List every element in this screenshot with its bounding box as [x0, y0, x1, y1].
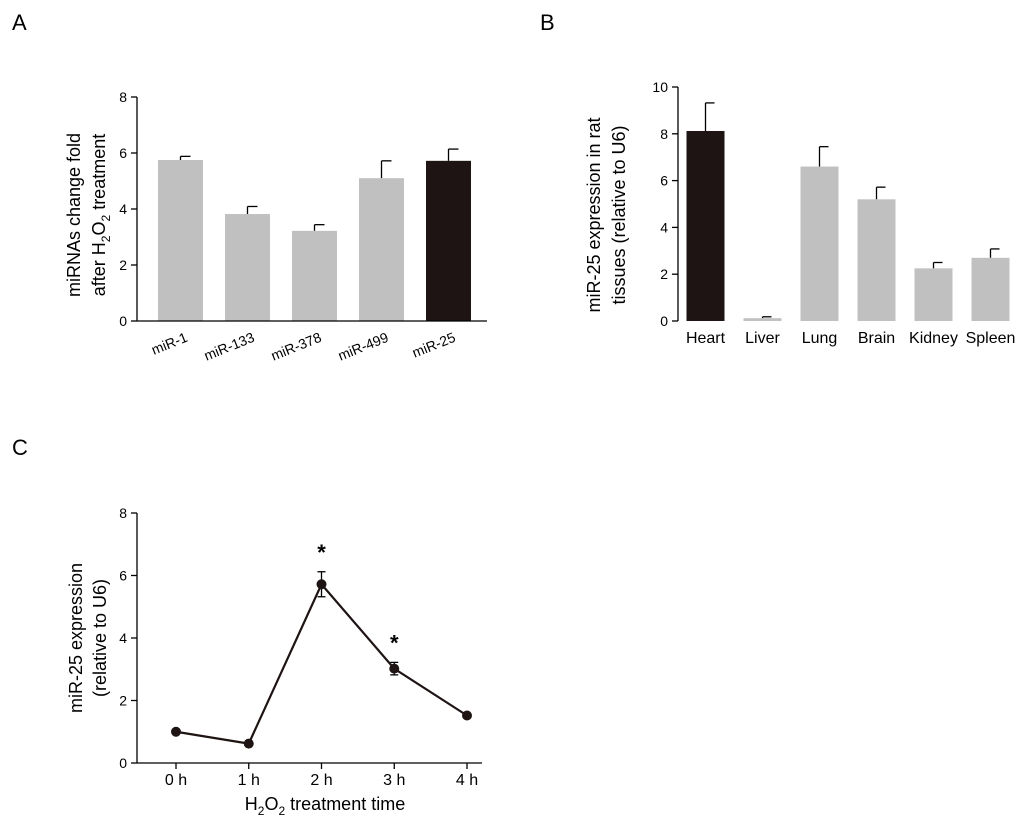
bar-brain: [857, 199, 896, 321]
x-tick-label: miR-378: [269, 329, 324, 364]
data-point: [462, 710, 472, 721]
bar-mir-1: [158, 160, 203, 321]
x-tick-label: 0 h: [165, 772, 187, 789]
y-tick-label: 8: [119, 89, 127, 105]
y-tick-label: 4: [660, 219, 668, 235]
x-tick-label: miR-133: [202, 329, 257, 364]
bar-liver: [743, 318, 782, 321]
data-point: [171, 726, 181, 737]
x-tick-label: miR-25: [410, 329, 458, 361]
y-tick-label: 2: [119, 693, 127, 709]
panel-b-label: B: [540, 10, 555, 35]
bar-spleen: [971, 257, 1010, 321]
y-tick-label: 6: [119, 145, 127, 161]
x-tick-label: Lung: [802, 330, 838, 347]
x-tick-label: 1 h: [238, 772, 260, 789]
significance-marker: *: [317, 540, 326, 565]
y-tick-label: 6: [660, 173, 668, 189]
panel-a-label: A: [12, 10, 27, 35]
panel-b-bar-chart: B miR-25 expression in rat tissues (rela…: [540, 10, 1015, 347]
y-tick-label: 0: [119, 755, 127, 771]
x-tick-label: Liver: [745, 330, 780, 347]
y-tick-label: 2: [660, 266, 668, 282]
bar-kidney: [914, 268, 953, 321]
series-line: [175, 582, 468, 745]
panel-c-ylabel-line1: miR-25 expression: [66, 563, 86, 713]
bar-lung: [800, 166, 839, 321]
x-tick-label: miR-1: [149, 329, 190, 358]
panel-c-xlabel: H2O2 treatment time: [245, 794, 405, 818]
y-tick-label: 8: [660, 126, 668, 142]
y-tick-label: 6: [119, 568, 127, 584]
panel-c-line-chart: C miR-25 expression (relative to U6) H2O…: [12, 435, 482, 818]
data-point: [316, 579, 327, 590]
significance-marker: *: [390, 630, 399, 655]
panel-c-ylabel-line2: (relative to U6): [90, 579, 110, 697]
y-tick-label: 8: [119, 505, 127, 521]
x-tick-label: Heart: [686, 330, 726, 347]
x-tick-label: 2 h: [310, 772, 332, 789]
panel-b-ylabel-line2: tissues (relative to U6): [609, 125, 629, 304]
panel-a-ylabel-line1: miRNAs change fold: [64, 133, 84, 297]
y-tick-label: 4: [119, 630, 127, 646]
bar-mir-499: [359, 178, 404, 321]
y-tick-label: 0: [660, 313, 668, 329]
panel-a-bar-chart: A miRNAs change fold after H2O2 treatmen…: [12, 10, 487, 364]
bar-mir-133: [225, 214, 270, 321]
data-point: [243, 738, 254, 749]
x-tick-label: Kidney: [909, 330, 958, 347]
y-tick-label: 0: [119, 313, 127, 329]
x-tick-label: 4 h: [456, 772, 478, 789]
x-tick-label: Spleen: [966, 330, 1016, 347]
y-tick-label: 2: [119, 257, 127, 273]
bar-mir-25: [426, 160, 471, 321]
x-tick-label: Brain: [858, 330, 895, 347]
x-tick-label: miR-499: [336, 329, 391, 364]
y-tick-label: 4: [119, 201, 127, 217]
data-point: [389, 663, 400, 674]
bar-heart: [686, 130, 725, 321]
panel-a-ylabel-line2: after H2O2 treatment: [89, 134, 113, 296]
bar-mir-378: [292, 230, 337, 321]
x-tick-label: 3 h: [383, 772, 405, 789]
panel-b-ylabel-line1: miR-25 expression in rat: [584, 117, 604, 312]
y-tick-label: 10: [652, 79, 668, 95]
panel-c-label: C: [12, 435, 28, 460]
